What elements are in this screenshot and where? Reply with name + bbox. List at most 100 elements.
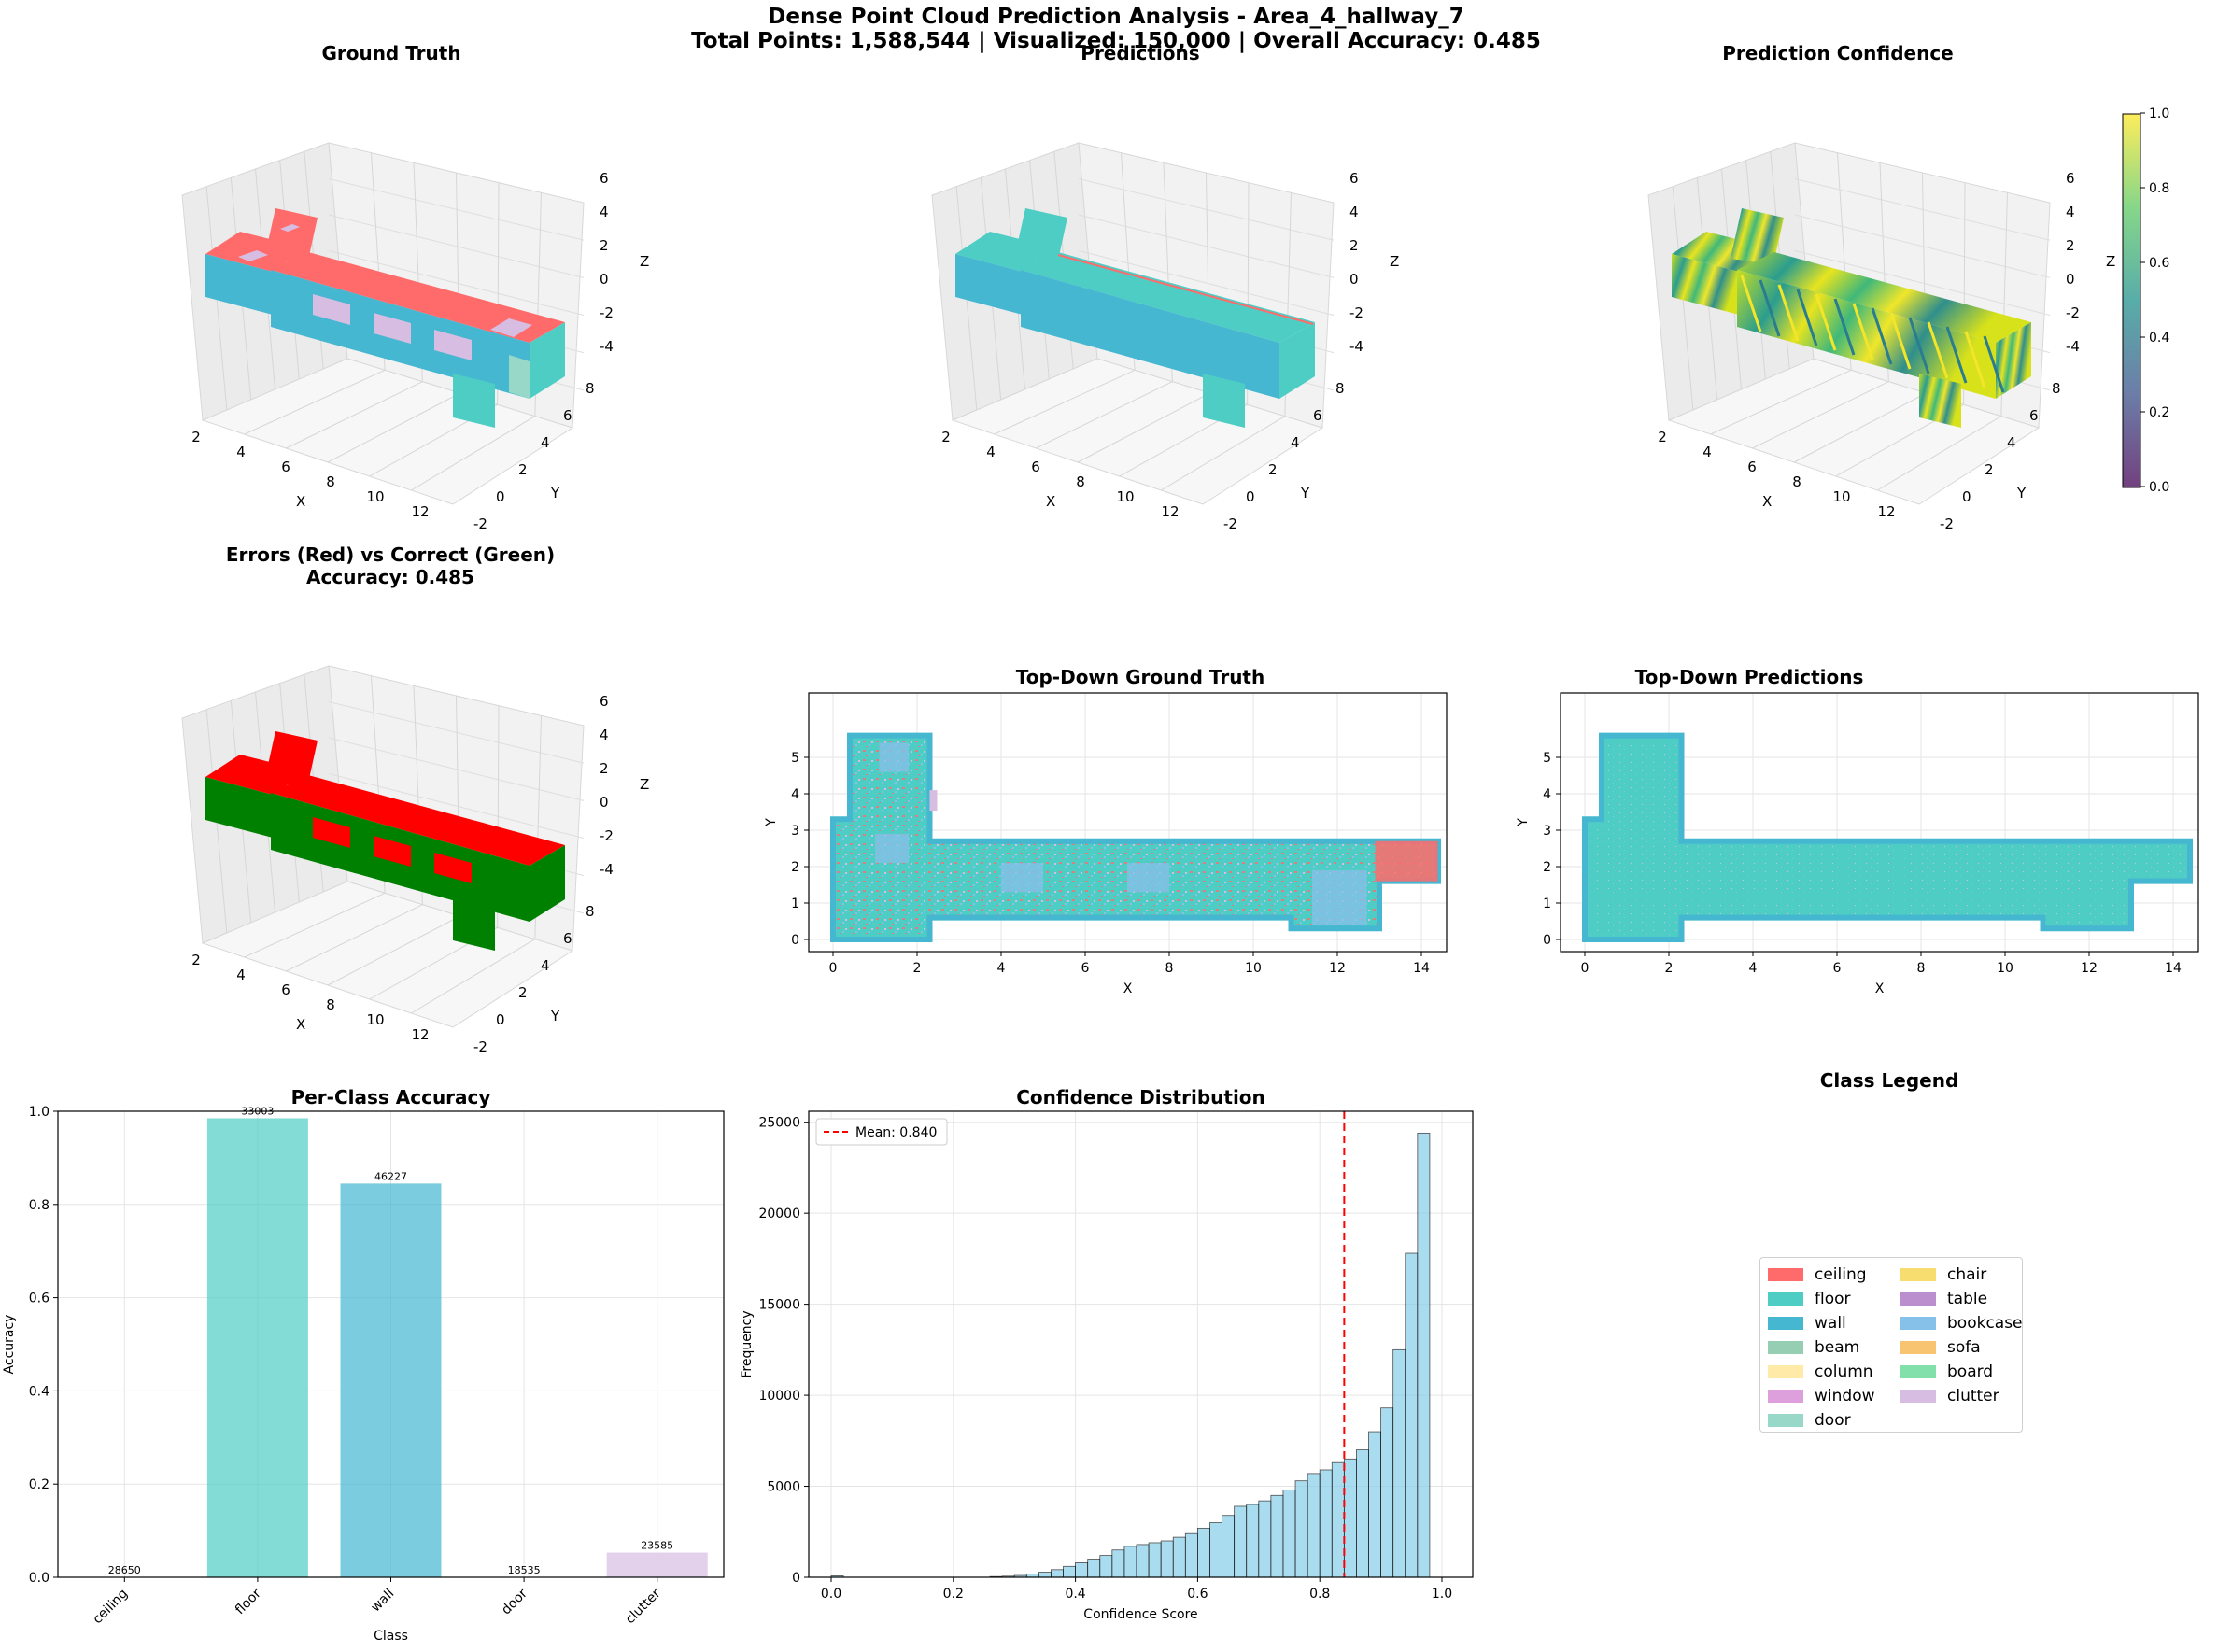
- conf-streak: [1945, 326, 1968, 384]
- z-tick-label: 4: [600, 727, 609, 743]
- chart-title: Confidence Distribution: [1016, 1086, 1265, 1108]
- x-tick-label: 8: [326, 473, 335, 490]
- y-tick-label: 6: [1313, 407, 1322, 424]
- colorbar-tick-label: 0.8: [2149, 181, 2169, 196]
- z-tick-label: 2: [2066, 237, 2075, 254]
- y-tick-label: 2: [1543, 860, 1551, 875]
- errors-title-line-2: Accuracy: 0.485: [306, 566, 474, 588]
- legend-swatch: [1768, 1414, 1803, 1427]
- hist-bar: [1148, 1542, 1162, 1578]
- conf-streak: [1983, 335, 2005, 393]
- hist-bar: [1209, 1522, 1222, 1578]
- y-tick-label: 20000: [758, 1207, 800, 1221]
- bar-count-label: 18535: [508, 1564, 541, 1576]
- y-tick-label: 0.0: [29, 1571, 49, 1586]
- confidence-title: Prediction Confidence: [1722, 42, 1954, 64]
- z-tick-label: 0: [600, 271, 609, 288]
- y-tick-label: 4: [2007, 434, 2016, 451]
- grid-line: [286, 904, 423, 972]
- grid-line: [328, 773, 585, 839]
- grid-line: [1077, 392, 1210, 463]
- topdown-gt-title: Top-Down Ground Truth: [1015, 666, 1265, 688]
- wing-top: [955, 232, 1057, 272]
- z-tick-label: 4: [600, 204, 609, 220]
- ceiling-patch: [1375, 840, 1438, 882]
- x-tick-label: 0: [829, 961, 838, 976]
- x-axis-label: X: [296, 1016, 305, 1033]
- point-cloud-err: [205, 731, 565, 951]
- hist-bar: [1307, 1473, 1321, 1578]
- grid-line: [1794, 250, 2051, 316]
- x-tick-label: 6: [281, 459, 290, 475]
- y-tick-label: 8: [1335, 380, 1345, 397]
- x-tick-label: 10: [1997, 961, 2013, 976]
- grid-line: [1161, 416, 1286, 491]
- x-tick-label: 2: [191, 952, 201, 968]
- y-tick-label: 0: [1246, 488, 1255, 505]
- y-tick-label: 8: [586, 903, 595, 920]
- y-tick-label: 0.6: [29, 1292, 49, 1306]
- corridor-end: [530, 322, 565, 399]
- grid-line: [1078, 250, 1335, 316]
- y-tick-label: 8: [586, 380, 595, 397]
- legend-label: clutter: [1947, 1387, 1999, 1405]
- x-tick-label: 2: [941, 429, 951, 445]
- bar-wall: [340, 1183, 442, 1577]
- y-tick-label: 5: [791, 751, 799, 766]
- grid-line: [328, 250, 585, 316]
- 3d-panels: -4-20246Z24681012X-202468Y-4-20246Z24681…: [181, 142, 2115, 1055]
- legend-label: floor: [1815, 1290, 1851, 1308]
- confidence-distribution-axes: 0 5000 10000 15000 20000 25000 0.0 0.2 0.4 0.6 0.8…: [740, 1086, 1474, 1622]
- legend-label: ceiling: [1815, 1265, 1867, 1284]
- hist-bar: [1319, 1469, 1333, 1578]
- x-axis-label: X: [1762, 493, 1772, 510]
- hist-bar: [1234, 1505, 1248, 1578]
- corridor-top: [1737, 252, 2031, 343]
- colorbar: 0.0 0.2 0.4 0.6 0.8 1.0: [2122, 106, 2169, 495]
- bar-floor: [206, 1118, 308, 1577]
- x-tick-label: 14: [1413, 961, 1430, 976]
- x-tick-label: 12: [411, 503, 429, 520]
- x-tick-label: 4: [1702, 444, 1712, 460]
- colorbar-gradient: [2122, 113, 2141, 488]
- hist-bar: [1063, 1565, 1076, 1578]
- hist-bar: [1222, 1515, 1236, 1578]
- window-patch: [434, 853, 472, 883]
- y-tick-label: 0: [1543, 933, 1551, 948]
- x-tick-label: 8: [1917, 961, 1926, 976]
- axes-frame: [808, 1110, 1474, 1578]
- door-patch: [509, 355, 530, 399]
- grid-line: [244, 892, 386, 958]
- corridor-top: [271, 775, 565, 866]
- room-block: [453, 897, 495, 951]
- wing-front: [205, 254, 273, 315]
- ceiling-edge: [1057, 254, 1314, 325]
- z-tick-label: -4: [600, 861, 614, 878]
- y-tick-label: 0: [1962, 488, 1971, 505]
- y-tick-label: -2: [1223, 515, 1237, 532]
- legend-swatch: [1900, 1317, 1936, 1330]
- y-tick-label: 5000: [767, 1480, 800, 1495]
- z-tick-label: 0: [2066, 271, 2075, 288]
- bookcase-patch: [1127, 863, 1169, 893]
- per-class-accuracy-chart: 0.00.20.40.60.81.028650ceiling33003floor…: [2, 1086, 725, 1644]
- y-tick-label: 0.2: [29, 1477, 49, 1492]
- bar-clutter: [606, 1552, 708, 1577]
- y-tick-label: 0: [792, 1571, 800, 1586]
- conf-streak: [1964, 331, 1986, 388]
- errors-title-line-1: Errors (Red) vs Correct (Green): [225, 544, 556, 566]
- corridor-top: [271, 252, 565, 343]
- x-axis-label: Confidence Score: [1083, 1607, 1197, 1622]
- x-tick-label: 6: [1747, 459, 1757, 475]
- y-tick-label: 0: [791, 933, 799, 948]
- topdown-pred-title: Top-Down Predictions: [1634, 666, 1864, 688]
- hist-bar: [1111, 1549, 1125, 1578]
- window-patch: [374, 836, 411, 867]
- legend-label: door: [1815, 1411, 1851, 1430]
- ceiling-patch: [490, 841, 532, 860]
- y-tick-label: 5: [1543, 751, 1551, 766]
- predictions-title: Predictions: [1081, 42, 1200, 64]
- y-tick-label: 0: [496, 1011, 505, 1028]
- colorbar-tick-label: 0.4: [2149, 331, 2169, 346]
